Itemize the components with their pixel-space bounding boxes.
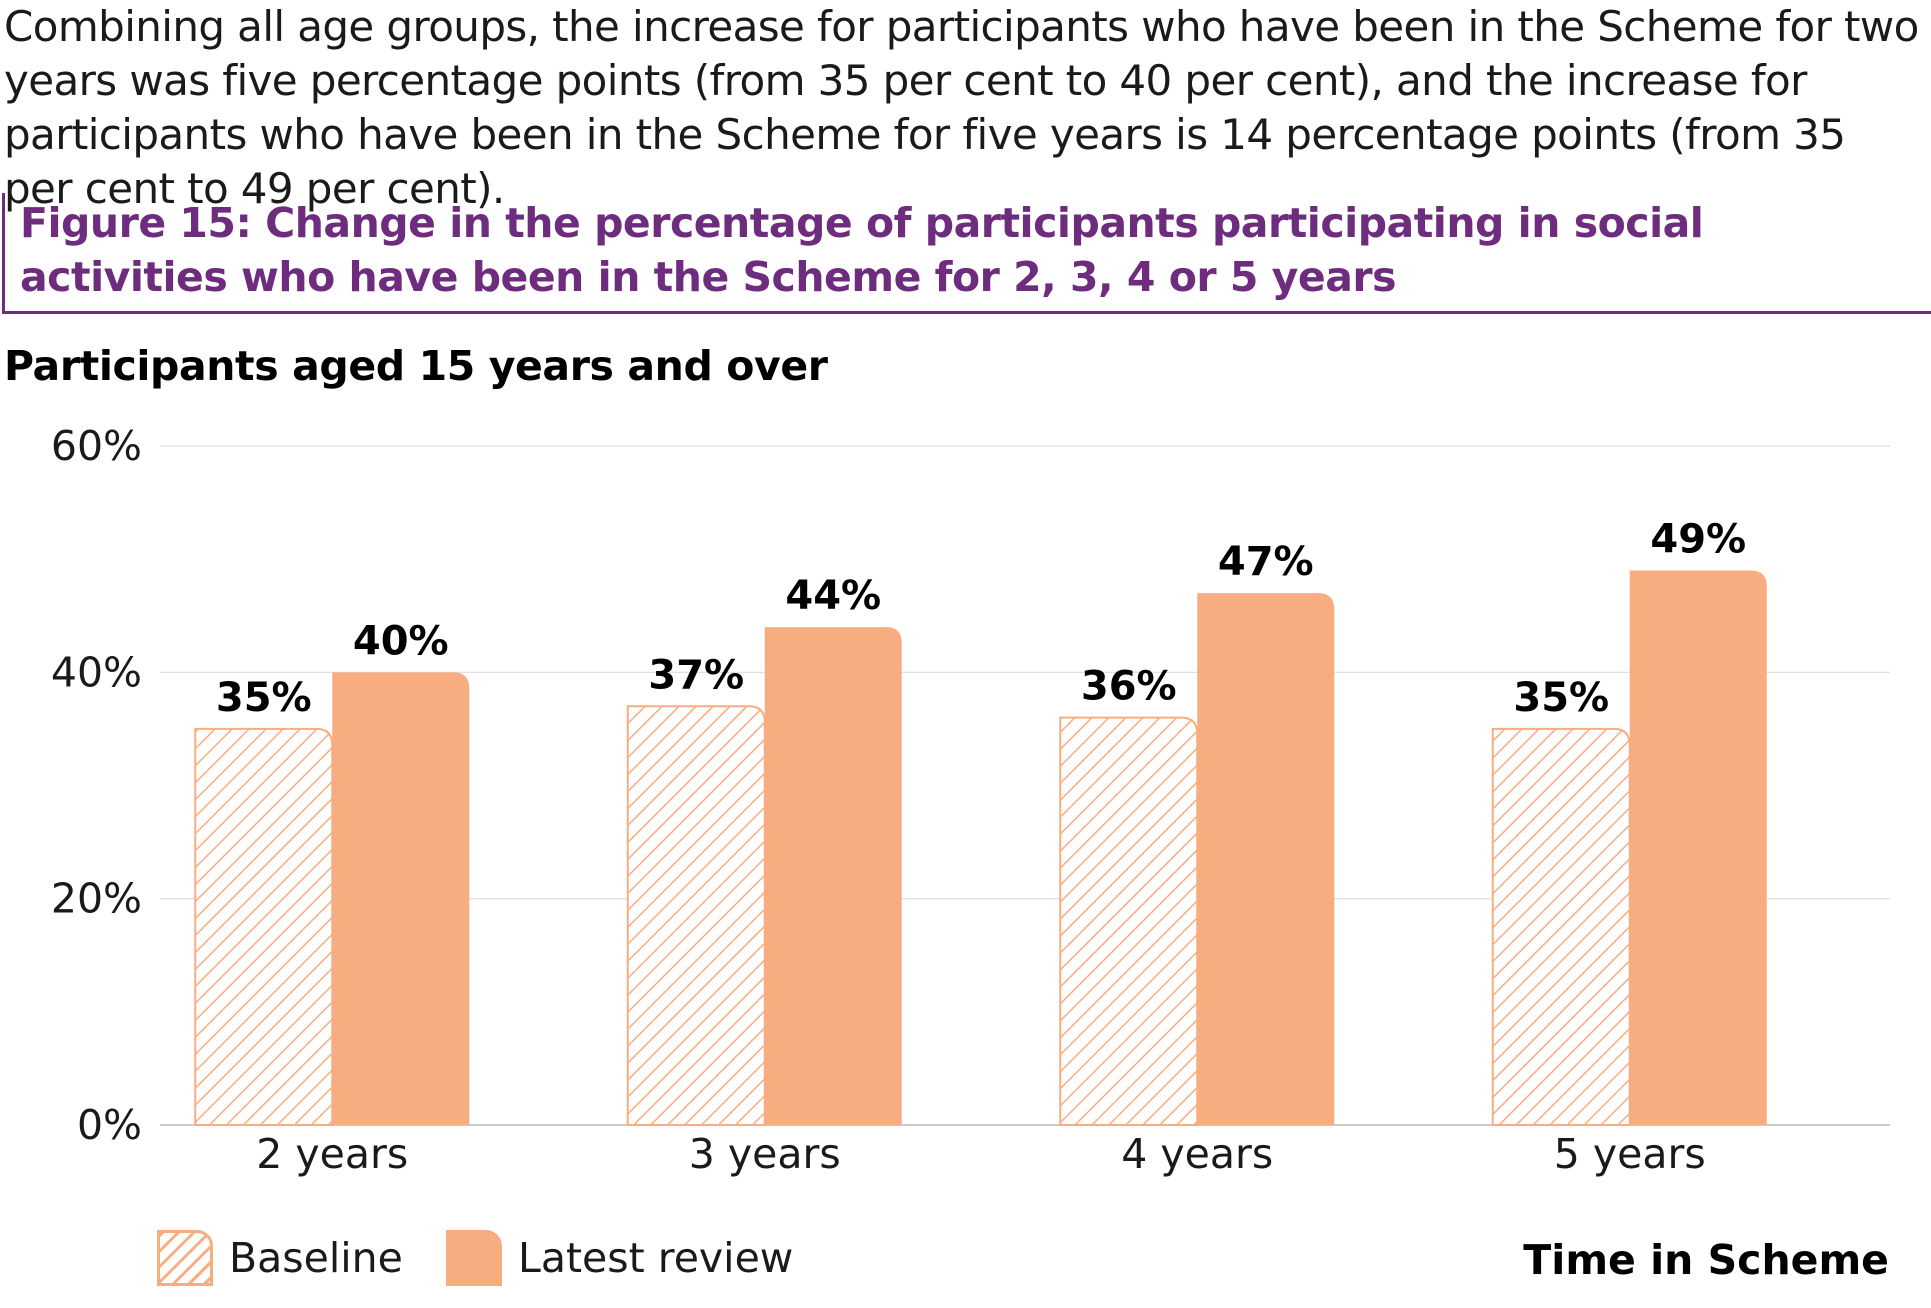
x-axis-ticks: 2 years 3 years 4 years 5 years [256, 1130, 1705, 1178]
legend-latest-review: Latest review [446, 1230, 793, 1286]
legend-latest-review-label: Latest review [518, 1234, 794, 1282]
data-label: 47% [1218, 539, 1314, 585]
bar-baseline-2-years [194, 727, 334, 1126]
x-tick-label: 3 years [689, 1130, 841, 1178]
legend-baseline-label: Baseline [229, 1234, 403, 1282]
data-label: 35% [216, 675, 312, 721]
data-label: 44% [785, 573, 881, 619]
data-label: 40% [353, 618, 449, 664]
y-axis-ticks: 0% 20% 40% 60% [51, 422, 142, 1149]
bars: 35% 40% 37% 44% 36% 47% 35% 49% [194, 516, 1767, 1126]
y-tick-label: 20% [51, 875, 142, 923]
data-label: 35% [1513, 675, 1609, 721]
x-axis-title: Time in Scheme [1523, 1236, 1889, 1284]
data-label: 37% [648, 652, 744, 698]
x-tick-label: 2 years [256, 1130, 408, 1178]
x-tick-label: 5 years [1554, 1130, 1706, 1178]
y-tick-label: 60% [51, 422, 142, 470]
latest-review-swatch [446, 1230, 502, 1286]
bar-baseline-3-years [626, 705, 766, 1126]
bar-baseline-5-years [1491, 727, 1631, 1126]
baseline-swatch [157, 1230, 213, 1286]
x-tick-label: 4 years [1121, 1130, 1273, 1178]
legend-baseline: Baseline [157, 1230, 403, 1286]
data-label: 49% [1650, 516, 1746, 562]
y-tick-label: 40% [51, 648, 142, 696]
intro-paragraph: Combining all age groups, the increase f… [4, 2, 1919, 213]
bar-latest-review-5-years [1629, 570, 1767, 1125]
bar-latest-review-2-years [332, 672, 470, 1125]
bar-chart: 0% 20% 40% 60% 35% 40% 37% 44% 36% 47% 35% 49% 2 y… [51, 422, 1890, 1178]
bar-latest-review-3-years [764, 627, 902, 1125]
bar-baseline-4-years [1059, 716, 1199, 1126]
chart-subtitle: Participants aged 15 years and over [4, 342, 828, 390]
data-label: 36% [1081, 664, 1177, 710]
y-tick-label: 0% [77, 1101, 142, 1149]
figure-title: Figure 15: Change in the percentage of p… [20, 199, 1704, 301]
figure-title-frame [2, 193, 1931, 314]
bar-latest-review-4-years [1197, 593, 1335, 1125]
